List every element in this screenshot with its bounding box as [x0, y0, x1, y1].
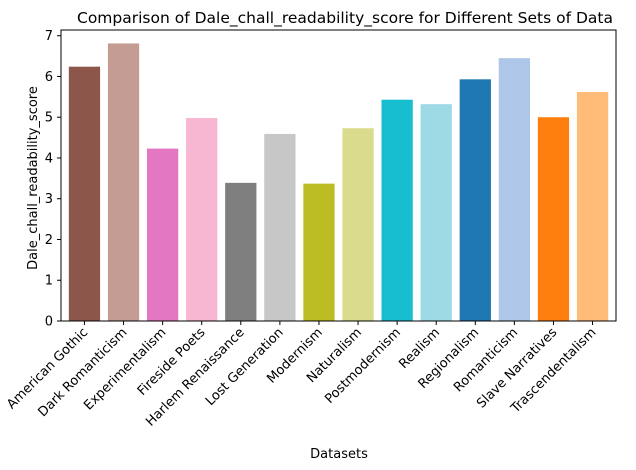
- bars-group: [68, 43, 609, 322]
- bar-trascendentalism: [576, 91, 609, 321]
- y-axis: 0 1 2 3 4 5 6 7: [45, 29, 61, 330]
- x-axis-title: Datasets: [310, 447, 368, 462]
- y-tick-label: 0: [45, 315, 53, 330]
- bar-regionalism: [459, 79, 491, 321]
- x-tick-label: Fireside Poets: [135, 325, 209, 399]
- bar-dark-romanticism: [107, 43, 140, 321]
- y-axis-title: Dale_chall_readability_score: [26, 86, 41, 270]
- chart-title: Comparison of Dale_chall_readability_sco…: [77, 9, 613, 28]
- y-tick-label: 3: [45, 192, 53, 207]
- bar-romanticism: [498, 58, 531, 321]
- y-tick-label: 1: [45, 274, 53, 289]
- plot-frame: [60, 29, 617, 322]
- bar-harlem-renaissance: [225, 182, 257, 321]
- bar-experimentalism: [146, 148, 179, 321]
- y-tick-label: 6: [45, 70, 53, 85]
- y-tick-label: 2: [45, 233, 53, 248]
- bar-postmodernism: [381, 99, 413, 322]
- bar-naturalism: [342, 128, 374, 321]
- bar-lost-generation: [264, 133, 296, 321]
- y-tick-label: 7: [45, 29, 53, 44]
- bar-slave-narratives: [537, 117, 570, 321]
- bar-realism: [420, 104, 452, 321]
- bar-american-gothic: [68, 66, 101, 322]
- bar-modernism: [303, 183, 335, 321]
- y-tick-label: 5: [45, 111, 53, 126]
- y-tick-label: 4: [45, 151, 53, 166]
- bar-fireside-poets: [186, 118, 218, 321]
